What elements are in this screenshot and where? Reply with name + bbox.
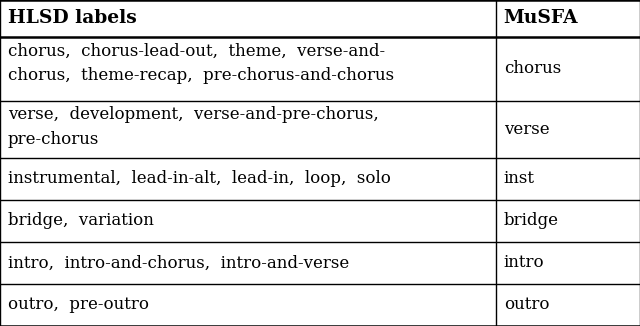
Text: intro,  intro-and-chorus,  intro-and-verse: intro, intro-and-chorus, intro-and-verse xyxy=(8,254,349,271)
Text: outro: outro xyxy=(504,296,549,314)
Text: verse,  development,  verse-and-pre-chorus,
pre-chorus: verse, development, verse-and-pre-chorus… xyxy=(8,106,378,148)
Text: outro,  pre-outro: outro, pre-outro xyxy=(8,296,148,314)
Text: MuSFA: MuSFA xyxy=(504,9,578,27)
Text: intro: intro xyxy=(504,254,544,271)
Text: chorus: chorus xyxy=(504,60,561,77)
Text: instrumental,  lead-in-alt,  lead-in,  loop,  solo: instrumental, lead-in-alt, lead-in, loop… xyxy=(8,170,390,187)
Text: bridge,  variation: bridge, variation xyxy=(8,212,154,229)
Text: inst: inst xyxy=(504,170,534,187)
Text: chorus,  chorus-lead-out,  theme,  verse-and-
chorus,  theme-recap,  pre-chorus-: chorus, chorus-lead-out, theme, verse-an… xyxy=(8,43,394,84)
Text: HLSD labels: HLSD labels xyxy=(8,9,136,27)
Text: verse: verse xyxy=(504,121,549,138)
Text: bridge: bridge xyxy=(504,212,559,229)
